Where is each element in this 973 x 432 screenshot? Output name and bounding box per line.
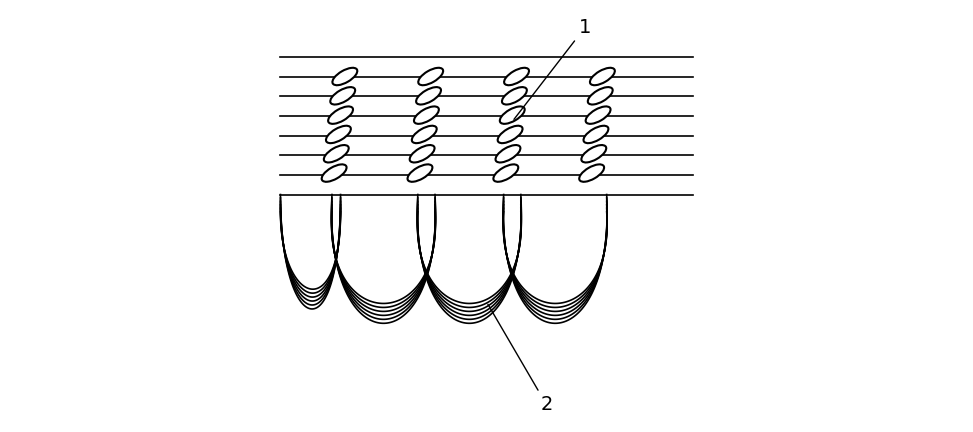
Ellipse shape — [502, 87, 526, 105]
Ellipse shape — [418, 68, 443, 85]
Ellipse shape — [497, 126, 523, 143]
Ellipse shape — [414, 106, 439, 124]
Ellipse shape — [412, 126, 437, 143]
Ellipse shape — [410, 145, 435, 162]
Ellipse shape — [586, 106, 610, 124]
Ellipse shape — [504, 68, 529, 85]
Ellipse shape — [495, 145, 521, 162]
Ellipse shape — [416, 87, 441, 105]
Ellipse shape — [324, 145, 348, 162]
Text: 1: 1 — [514, 18, 592, 119]
Ellipse shape — [328, 106, 353, 124]
Ellipse shape — [408, 164, 432, 182]
Ellipse shape — [330, 87, 355, 105]
Ellipse shape — [588, 87, 613, 105]
Ellipse shape — [493, 164, 519, 182]
Ellipse shape — [500, 106, 524, 124]
Ellipse shape — [333, 68, 357, 85]
Ellipse shape — [322, 164, 346, 182]
Ellipse shape — [581, 145, 606, 162]
Ellipse shape — [590, 68, 615, 85]
Ellipse shape — [579, 164, 604, 182]
Text: 2: 2 — [487, 304, 553, 414]
Ellipse shape — [584, 126, 608, 143]
Ellipse shape — [326, 126, 351, 143]
